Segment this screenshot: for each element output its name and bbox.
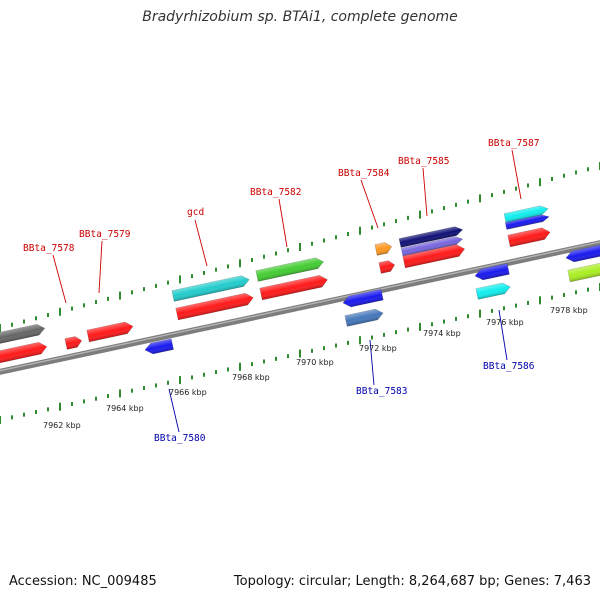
- gene-label-bbta-7584[interactable]: BBta_7584: [338, 168, 390, 179]
- scale-label-7972: 7972 kbp: [359, 344, 397, 353]
- callout-line: [422, 167, 428, 217]
- scale-label-7962: 7962 kbp: [43, 421, 81, 430]
- scale-label-7970: 7970 kbp: [296, 358, 334, 367]
- upper-scale-dots: [0, 162, 600, 332]
- gene-lime-right[interactable]: [567, 262, 600, 283]
- map-title: Bradyrhizobium sp. BTAi1, complete genom…: [142, 9, 458, 25]
- callout-line: [511, 149, 522, 200]
- gene-red-gcd[interactable]: [175, 292, 255, 321]
- gene-label-bbta-7583[interactable]: BBta_7583: [356, 386, 407, 397]
- callout-line: [278, 198, 288, 248]
- gene-aqua-7586[interactable]: [475, 281, 512, 300]
- gene-green-7582[interactable]: [255, 256, 325, 282]
- accession-text: Accession: NC_009485: [9, 574, 157, 589]
- genome-info-text: Topology: circular; Length: 8,264,687 bp…: [233, 574, 591, 589]
- gene-blue-7583a[interactable]: [342, 288, 384, 308]
- gene-label-gcd[interactable]: gcd: [187, 207, 204, 218]
- gene-red-small[interactable]: [64, 335, 83, 350]
- scale-label-7974: 7974 kbp: [423, 329, 461, 338]
- gene-label-bbta-7585[interactable]: BBta_7585: [398, 156, 449, 167]
- gene-red-left[interactable]: [0, 341, 48, 365]
- gene-blue-7586[interactable]: [474, 263, 510, 281]
- gene-red-7587[interactable]: [507, 226, 552, 248]
- gene-orange[interactable]: [374, 241, 393, 256]
- gene-cyan-gcd[interactable]: [171, 274, 251, 302]
- callout-line: [360, 179, 379, 229]
- genome-backbone-highlight: [0, 241, 600, 372]
- gene-label-bbta-7587[interactable]: BBta_7587: [488, 138, 539, 149]
- gene-gray-left[interactable]: [0, 323, 46, 346]
- gene-red-7585[interactable]: [402, 243, 466, 269]
- scale-label-7978: 7978 kbp: [550, 306, 588, 315]
- gene-label-bbta-7580[interactable]: BBta_7580: [154, 433, 206, 444]
- genome-backbone: [0, 240, 600, 375]
- callout-line: [498, 309, 508, 361]
- lower-scale-dots: [0, 283, 600, 424]
- gene-label-bbta-7582[interactable]: BBta_7582: [250, 187, 301, 198]
- gene-red-7582[interactable]: [259, 274, 329, 301]
- gene-label-bbta-7578[interactable]: BBta_7578: [23, 243, 75, 254]
- gene-features: [0, 204, 600, 365]
- gene-aqua-7587[interactable]: [503, 204, 549, 223]
- gene-red-small-2[interactable]: [378, 259, 396, 274]
- scale-label-7968: 7968 kbp: [232, 373, 270, 382]
- gene-blue-7580[interactable]: [144, 338, 174, 356]
- callout-line: [194, 219, 208, 267]
- gene-blue-7587[interactable]: [504, 213, 550, 230]
- callout-line: [168, 388, 180, 433]
- gene-label-bbta-7586[interactable]: BBta_7586: [483, 361, 535, 372]
- gene-red-7579[interactable]: [86, 320, 134, 343]
- gene-label-bbta-7579[interactable]: BBta_7579: [79, 229, 131, 240]
- callout-line: [52, 254, 67, 304]
- gene-steel-7583[interactable]: [344, 308, 384, 327]
- callout-line: [98, 240, 103, 294]
- scale-label-7964: 7964 kbp: [106, 404, 144, 413]
- scale-label-7976: 7976 kbp: [486, 318, 524, 327]
- scale-label-7966: 7966 kbp: [169, 388, 207, 397]
- gene-purple-7585[interactable]: [400, 235, 464, 257]
- label-callouts: [52, 149, 522, 433]
- gene-blue-right[interactable]: [565, 243, 600, 263]
- callout-line: [369, 339, 375, 386]
- gene-navy-7585[interactable]: [398, 225, 464, 248]
